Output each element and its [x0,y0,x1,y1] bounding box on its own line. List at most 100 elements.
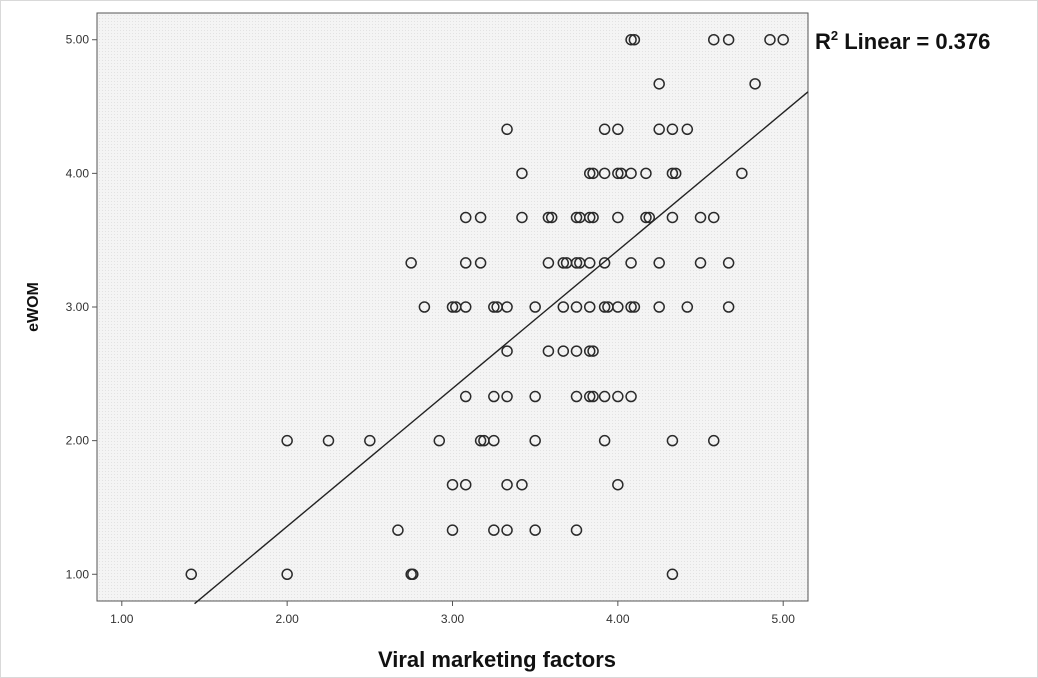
data-point [557,257,570,269]
data-point [516,478,528,491]
data-point [587,211,599,224]
data-point [501,524,513,536]
data-point [722,33,735,46]
data-point [749,78,761,90]
data-point [640,167,652,180]
data-point [625,390,637,403]
data-point [625,33,637,46]
data-point [281,434,293,447]
data-point [708,211,720,224]
data-point [653,123,665,136]
r-squared-annotation: R2 Linear = 0.376 [815,28,990,54]
data-point [501,390,513,403]
data-point [681,123,694,136]
data-point [777,33,789,46]
data-point [488,390,500,403]
y-tick-label: 3.00 [66,300,90,314]
data-point [612,478,624,491]
data-point [653,301,665,313]
data-point [722,257,735,269]
data-point [433,434,446,447]
data-point [628,301,641,313]
data-point [736,167,748,180]
data-point [625,167,637,180]
data-point [570,390,583,403]
y-tick-label: 2.00 [66,434,90,448]
data-point [501,478,513,491]
data-point [598,390,611,403]
data-point [516,211,528,224]
data-point [583,345,596,357]
data-point [459,257,472,269]
data-point [598,167,611,180]
r-squared-prefix: R [815,29,831,54]
data-point [185,568,197,581]
data-point [666,123,679,136]
data-point [666,434,679,447]
data-point [681,301,694,313]
data-point [625,257,637,269]
data-point [446,478,459,491]
data-point [666,211,679,224]
x-tick-label: 5.00 [772,612,796,626]
y-axis: 1.00 2.00 3.00 4.00 5.00 [66,33,97,581]
data-point [516,167,528,180]
data-point [666,568,679,581]
data-point [459,390,472,403]
data-points [185,33,789,581]
data-point [545,211,558,224]
data-point [474,257,487,269]
data-point [446,524,459,536]
y-tick-label: 5.00 [66,33,90,47]
data-point [488,301,500,313]
data-point [501,345,513,357]
data-point [628,33,641,46]
data-point [459,301,472,313]
r-squared-superscript: 2 [831,28,838,43]
data-point [583,211,596,224]
data-point [281,568,293,581]
x-tick-label: 2.00 [275,612,299,626]
data-point [625,301,637,313]
data-point [474,211,487,224]
data-point [587,390,599,403]
data-point [583,390,596,403]
data-point [640,211,652,224]
data-point [542,257,555,269]
data-point [583,167,596,180]
data-point [529,301,541,313]
data-point [407,568,419,581]
data-point [322,434,335,447]
data-point [570,524,583,536]
data-point [418,301,431,313]
data-point [446,301,459,313]
data-point [612,301,624,313]
data-point [612,123,624,136]
x-axis-title: Viral marketing factors [378,647,616,672]
data-point [587,345,599,357]
data-point [570,257,583,269]
data-point [570,211,583,224]
data-point [669,167,682,180]
data-point [708,33,720,46]
data-point [392,524,404,536]
data-point [694,211,707,224]
x-tick-label: 3.00 [441,612,465,626]
data-point [764,33,776,46]
data-point [612,211,624,224]
data-point [529,434,541,447]
data-point [598,123,611,136]
data-point [598,257,611,269]
data-point [459,211,472,224]
x-tick-label: 1.00 [110,612,134,626]
data-point [666,167,679,180]
data-point [529,390,541,403]
data-point [583,301,596,313]
data-point [612,167,624,180]
data-point [474,434,487,447]
x-axis: 1.00 2.00 3.00 4.00 5.00 [110,601,795,626]
plot-area [96,12,809,602]
x-tick-label: 4.00 [606,612,630,626]
data-point [653,257,665,269]
data-point [488,524,500,536]
